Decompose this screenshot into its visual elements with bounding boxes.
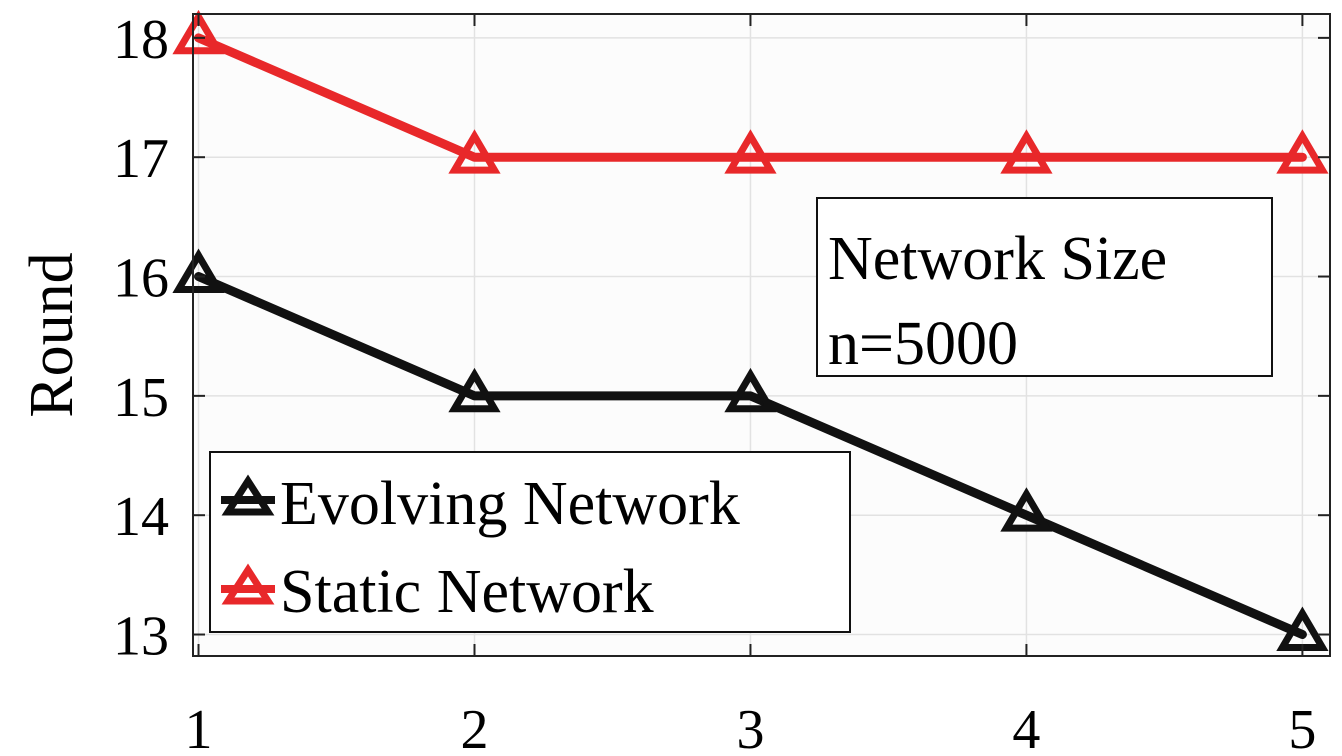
data-point-marker: [448, 129, 501, 174]
data-point-marker: [1000, 487, 1053, 532]
series-line: [194, 33, 1307, 162]
series-static: [172, 9, 1329, 174]
data-point-marker: [724, 129, 777, 174]
data-point-marker: [172, 9, 225, 55]
ticks: [193, 14, 1330, 656]
legend-frame: [209, 451, 851, 633]
series-layer: [172, 9, 1329, 651]
data-point-marker: [172, 248, 225, 293]
data-point-marker: [724, 367, 777, 413]
annotation-box: Network Size n=5000: [816, 197, 1273, 378]
y-tick-label: 14: [113, 486, 169, 548]
x-tick-label: 5: [1288, 699, 1316, 756]
x-tick-label: 4: [1012, 699, 1040, 756]
data-point-marker: [1000, 129, 1053, 174]
y-tick-label: 15: [113, 367, 169, 429]
series-line: [194, 272, 1307, 640]
annotation-line-2: n=5000: [828, 310, 1018, 378]
legend-marker-evolving: [221, 474, 275, 516]
x-tick-label: 2: [460, 699, 488, 756]
legend-entry-evolving: Evolving Network: [221, 470, 740, 538]
data-point-marker: [448, 367, 501, 413]
y-axis-label: Round: [18, 252, 86, 417]
legend-entry-static: Static Network: [221, 558, 654, 626]
plot-frame: [192, 13, 1331, 657]
legend-label-static: Static Network: [280, 558, 654, 626]
annotation-line-1: Network Size: [828, 225, 1167, 293]
legend: Evolving Network Static Network: [209, 451, 851, 633]
tick-labels: 1 2 3 4 5 13 14 15 16 17 18: [113, 9, 1316, 756]
y-tick-label: 17: [113, 128, 169, 190]
data-point-marker: [1276, 129, 1329, 174]
legend-marker-static: [221, 563, 275, 605]
legend-label-evolving: Evolving Network: [280, 470, 740, 538]
x-tick-label: 3: [736, 699, 764, 756]
annotation-frame: [816, 197, 1273, 377]
y-tick-label: 18: [113, 9, 169, 71]
series-evolving: [172, 248, 1329, 651]
y-tick-label: 13: [113, 606, 169, 668]
x-tick-label: 1: [185, 699, 213, 756]
y-tick-label: 16: [113, 248, 169, 310]
